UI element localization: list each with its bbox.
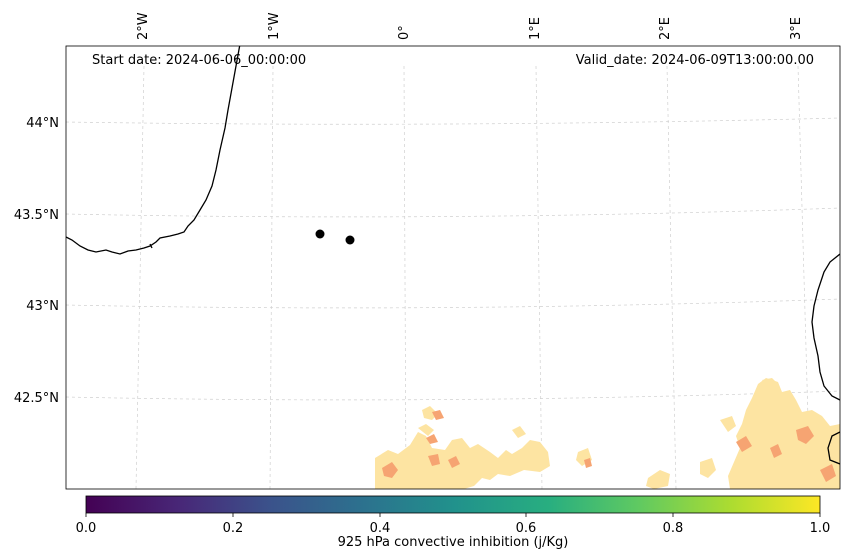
valid-date-label: Valid_date: 2024-06-09T13:00:00.00 — [576, 53, 814, 68]
colorbar-tick: 0.4 — [370, 521, 391, 536]
map-background — [66, 46, 840, 489]
station-marker — [345, 235, 355, 245]
colorbar-tick: 0.6 — [516, 521, 537, 536]
lat-label: 42.5°N — [14, 391, 59, 406]
colorbar-tick: 1.0 — [810, 521, 831, 536]
lat-label: 44°N — [26, 116, 59, 131]
map-frame — [65, 45, 841, 490]
lon-label: 2°W — [136, 12, 151, 40]
colorbar-gradient — [85, 495, 821, 514]
lon-label: 2°E — [658, 17, 673, 40]
station-marker — [315, 229, 325, 239]
lat-label: 43°N — [26, 299, 59, 314]
lon-label: 3°E — [789, 17, 804, 40]
start-date-label: Start date: 2024-06-06_00:00:00 — [92, 53, 306, 68]
colorbar-label: 925 hPa convective inhibition (j/Kg) — [338, 535, 569, 550]
lon-label: 0° — [397, 25, 412, 40]
colorbar-tick: 0.8 — [663, 521, 684, 536]
graticule — [66, 65, 840, 489]
cin-field — [375, 378, 840, 489]
lat-label: 43.5°N — [14, 208, 59, 223]
coastline — [66, 46, 840, 465]
colorbar: 0.0 0.2 0.4 0.6 0.8 1.0 925 hPa convecti… — [76, 495, 831, 550]
lon-label: 1°E — [528, 17, 543, 40]
colorbar-tick: 0.2 — [223, 521, 244, 536]
colorbar-tick: 0.0 — [76, 521, 97, 536]
lon-label: 1°W — [267, 12, 282, 40]
